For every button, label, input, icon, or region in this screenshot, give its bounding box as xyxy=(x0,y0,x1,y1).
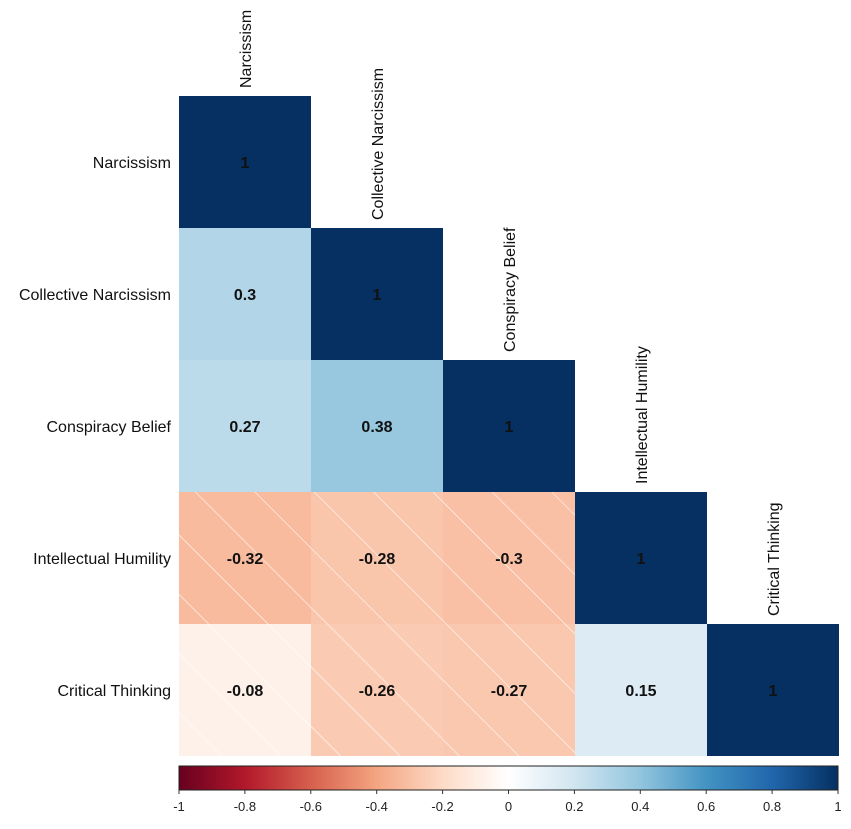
cell-critical-thinking-critical-thinking xyxy=(707,624,839,756)
cell-collective-narcissism-collective-narcissism xyxy=(311,228,443,360)
column-label-critical-thinking: Critical Thinking xyxy=(766,502,783,616)
cell-value-label: 0.38 xyxy=(361,419,392,436)
row-label-collective-narcissism: Collective Narcissism xyxy=(19,287,171,304)
colorbar-tick-label: 0 xyxy=(505,799,512,814)
hatch-intellectual-humility-narcissism xyxy=(179,492,311,624)
cell-value-label: -0.28 xyxy=(359,551,396,568)
cell-value-label: -0.32 xyxy=(227,551,264,568)
cell-value-labels: 1 0.3 1 0.27 0.38 1 -0.32 -0.28 -0.3 1 -0.08 -0.26 -… xyxy=(227,155,778,700)
cell-conspiracy-belief-collective-narcissism xyxy=(311,360,443,492)
colorbar-tick-label: 0.8 xyxy=(763,799,781,814)
cell-value-label: 0.15 xyxy=(625,683,656,700)
cell-value-label: -0.27 xyxy=(491,683,528,700)
colorbar-tick-label: 1 xyxy=(834,799,841,814)
colorbar-tick-label: 0.2 xyxy=(565,799,583,814)
cell-value-label: -0.08 xyxy=(227,683,264,700)
cell-value-label: 1 xyxy=(241,155,250,172)
colorbar: -1 -0.8 -0.6 -0.4 -0.2 0 0.2 0.4 0.6 0.8 1 xyxy=(173,765,842,814)
cell-narcissism-narcissism xyxy=(179,96,311,228)
row-label-critical-thinking: Critical Thinking xyxy=(57,683,171,700)
hatch-critical-thinking-collective-narcissism xyxy=(311,624,443,756)
hatch-critical-thinking-conspiracy-belief xyxy=(443,624,575,756)
colorbar-tick-label: -0.2 xyxy=(431,799,453,814)
row-label-narcissism: Narcissism xyxy=(93,155,171,172)
colorbar-tick-label: -0.8 xyxy=(234,799,256,814)
cell-value-label: 1 xyxy=(637,551,646,568)
cell-collective-narcissism-narcissism xyxy=(179,228,311,360)
colorbar-tick-label: 0.6 xyxy=(697,799,715,814)
cell-intellectual-humility-intellectual-humility xyxy=(575,492,707,624)
column-labels: Narcissism Collective Narcissism Conspirac… xyxy=(238,10,783,616)
hatch-critical-thinking-narcissism xyxy=(179,624,311,756)
cell-conspiracy-belief-narcissism xyxy=(179,360,311,492)
cell-conspiracy-belief-conspiracy-belief xyxy=(443,360,575,492)
column-label-conspiracy-belief: Conspiracy Belief xyxy=(502,227,519,352)
negative-hatching xyxy=(179,492,575,756)
cell-value-label: 1 xyxy=(769,683,778,700)
cell-value-label: 1 xyxy=(373,287,382,304)
row-label-conspiracy-belief: Conspiracy Belief xyxy=(47,419,172,436)
colorbar-tick-label: -0.6 xyxy=(300,799,322,814)
column-label-collective-narcissism: Collective Narcissism xyxy=(370,68,387,220)
column-label-intellectual-humility: Intellectual Humility xyxy=(634,346,651,484)
hatch-intellectual-humility-conspiracy-belief xyxy=(443,492,575,624)
colorbar-tick-label: 0.4 xyxy=(631,799,649,814)
cell-value-label: 0.27 xyxy=(229,419,260,436)
cell-value-label: -0.26 xyxy=(359,683,396,700)
colorbar-gradient xyxy=(178,765,839,791)
cell-value-label: 0.3 xyxy=(234,287,256,304)
colorbar-tick-label: -1 xyxy=(173,799,185,814)
cell-critical-thinking-intellectual-humility xyxy=(575,624,707,756)
row-label-intellectual-humility: Intellectual Humility xyxy=(33,551,171,568)
cell-value-label: -0.3 xyxy=(495,551,523,568)
colorbar-tick-label: -0.4 xyxy=(365,799,387,814)
row-labels: Narcissism Collective Narcissism Conspirac… xyxy=(19,155,172,700)
hatch-intellectual-humility-collective-narcissism xyxy=(311,492,443,624)
column-label-narcissism: Narcissism xyxy=(238,10,255,88)
cell-value-label: 1 xyxy=(505,419,514,436)
